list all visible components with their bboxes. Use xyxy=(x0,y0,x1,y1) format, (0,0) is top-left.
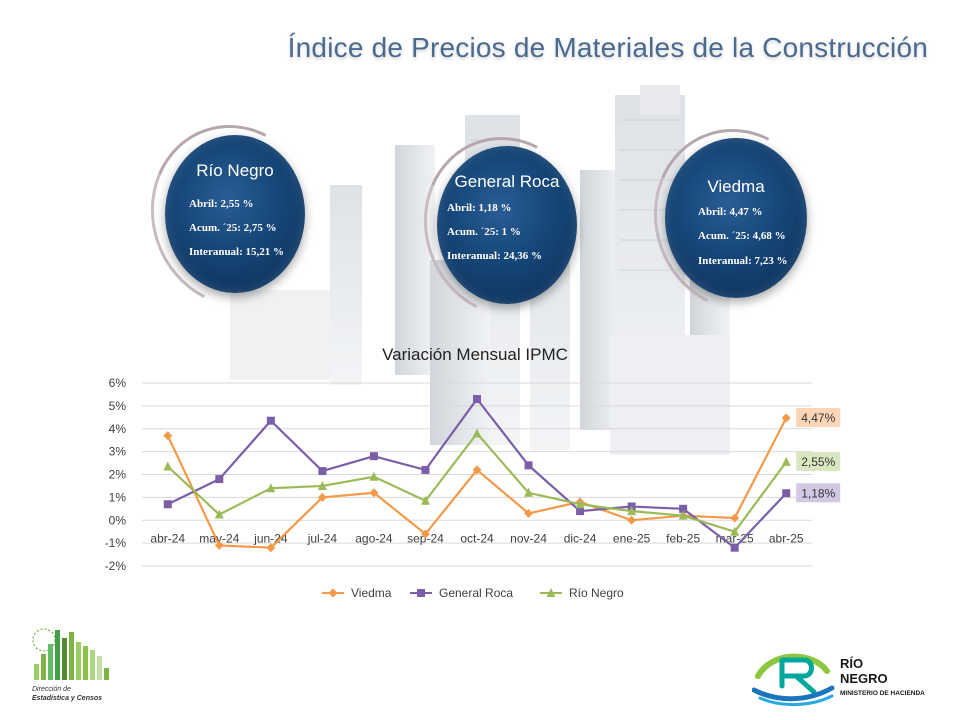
x-tick-label: nov-24 xyxy=(510,531,547,545)
x-tick-label: feb-25 xyxy=(666,531,700,545)
data-point xyxy=(421,465,430,474)
region-monthly: Abril: 1,18 % xyxy=(447,202,512,214)
logo-text-ministerio: MINISTERIO DE HACIENDA xyxy=(840,690,925,697)
y-tick-label: 0% xyxy=(109,513,127,527)
x-tick-label: abr-24 xyxy=(150,531,185,545)
data-point xyxy=(417,589,425,597)
data-point xyxy=(576,507,585,516)
data-point xyxy=(163,461,173,471)
data-point xyxy=(214,509,224,519)
y-tick-label: 1% xyxy=(109,490,127,504)
data-point xyxy=(524,508,534,518)
data-point xyxy=(369,471,379,481)
data-point xyxy=(266,483,276,493)
data-point xyxy=(163,431,173,441)
x-tick-label: jul-24 xyxy=(307,531,338,545)
data-point xyxy=(472,465,482,475)
region-yearly: Interanual: 7,23 % xyxy=(698,255,788,267)
data-point xyxy=(318,467,327,476)
x-tick-label: abr-25 xyxy=(769,531,804,545)
data-point xyxy=(420,529,430,539)
data-point xyxy=(781,413,791,423)
x-tick-label: oct-24 xyxy=(460,531,494,545)
data-point xyxy=(369,452,378,461)
region-name: Río Negro xyxy=(196,161,274,180)
data-point xyxy=(215,475,224,484)
rionegro-logo: RÍO NEGRO MINISTERIO DE HACIENDA xyxy=(752,653,925,707)
logo-text-line1: Dirección de xyxy=(32,686,71,693)
x-tick-label: jun-24 xyxy=(253,531,288,545)
data-point xyxy=(678,510,688,520)
data-point xyxy=(163,500,172,509)
end-label-box xyxy=(796,451,841,471)
region-card-viedma: Viedma Abril: 4,47 % Acum. ´25: 4,68 % I… xyxy=(665,138,807,298)
region-cumulative: Acum. ´25: 1 % xyxy=(447,226,521,238)
end-label: 1,18% xyxy=(801,486,835,500)
y-tick-label: 5% xyxy=(109,399,127,413)
estadistica-logo: Dirección de Estadística y Censos xyxy=(32,628,109,702)
data-point xyxy=(679,504,688,513)
page-title: Índice de Precios de Materiales de la Co… xyxy=(287,32,928,63)
data-point xyxy=(472,428,482,438)
end-label-box xyxy=(796,483,841,503)
chart-title: Variación Mensual IPMC xyxy=(382,345,568,364)
data-point xyxy=(317,480,327,490)
end-label: 4,47% xyxy=(801,411,835,425)
data-point xyxy=(575,499,585,509)
region-card-rionegro: Río Negro Abril: 2,55 % Acum. ´25: 2,75 … xyxy=(165,135,305,293)
region-cumulative: Acum. ´25: 4,68 % xyxy=(698,230,786,242)
region-name: General Roca xyxy=(454,172,560,191)
logo-text-rio: RÍO xyxy=(840,656,863,671)
data-point xyxy=(524,487,534,497)
y-tick-label: 2% xyxy=(109,468,127,482)
data-point xyxy=(369,488,379,498)
data-point xyxy=(266,543,276,553)
y-tick-label: 4% xyxy=(109,422,127,436)
data-point xyxy=(730,526,740,536)
logo-text-negro: NEGRO xyxy=(840,671,888,686)
data-point xyxy=(627,506,637,516)
region-name: Viedma xyxy=(707,177,765,196)
end-label-box xyxy=(796,407,841,427)
y-tick-label: 6% xyxy=(109,376,127,390)
legend-label: Viedma xyxy=(351,586,392,600)
y-tick-label: -1% xyxy=(105,536,127,550)
data-point xyxy=(546,588,556,597)
data-point xyxy=(420,495,430,505)
data-point xyxy=(266,416,275,425)
y-tick-label: 3% xyxy=(109,445,127,459)
legend-label: General Roca xyxy=(439,586,513,600)
data-point xyxy=(473,395,481,404)
x-tick-label: ago-24 xyxy=(355,531,393,545)
region-yearly: Interanual: 15,21 % xyxy=(189,246,285,258)
data-point xyxy=(781,456,791,466)
data-point xyxy=(524,461,533,470)
data-point xyxy=(328,588,338,598)
x-tick-label: may-24 xyxy=(199,531,239,545)
region-monthly: Abril: 4,47 % xyxy=(698,206,763,218)
x-tick-label: ene-25 xyxy=(613,531,651,545)
data-point xyxy=(730,513,740,523)
region-monthly: Abril: 2,55 % xyxy=(189,198,254,210)
x-tick-label: dic-24 xyxy=(564,531,597,545)
region-yearly: Interanual: 24,36 % xyxy=(447,250,543,262)
data-point xyxy=(317,492,327,502)
data-point xyxy=(730,543,739,552)
data-point xyxy=(627,515,637,525)
region-cumulative: Acum. ´25: 2,75 % xyxy=(189,222,277,234)
y-tick-label: -2% xyxy=(105,559,127,573)
region-card-generalroca: General Roca Abril: 1,18 % Acum. ´25: 1 … xyxy=(437,146,577,304)
data-point xyxy=(782,489,791,498)
end-label: 2,55% xyxy=(801,455,835,469)
logo-text-line2: Estadística y Censos xyxy=(32,695,102,702)
series-line-0 xyxy=(166,417,788,549)
data-point xyxy=(214,540,224,550)
legend-label: Río Negro xyxy=(569,586,624,600)
